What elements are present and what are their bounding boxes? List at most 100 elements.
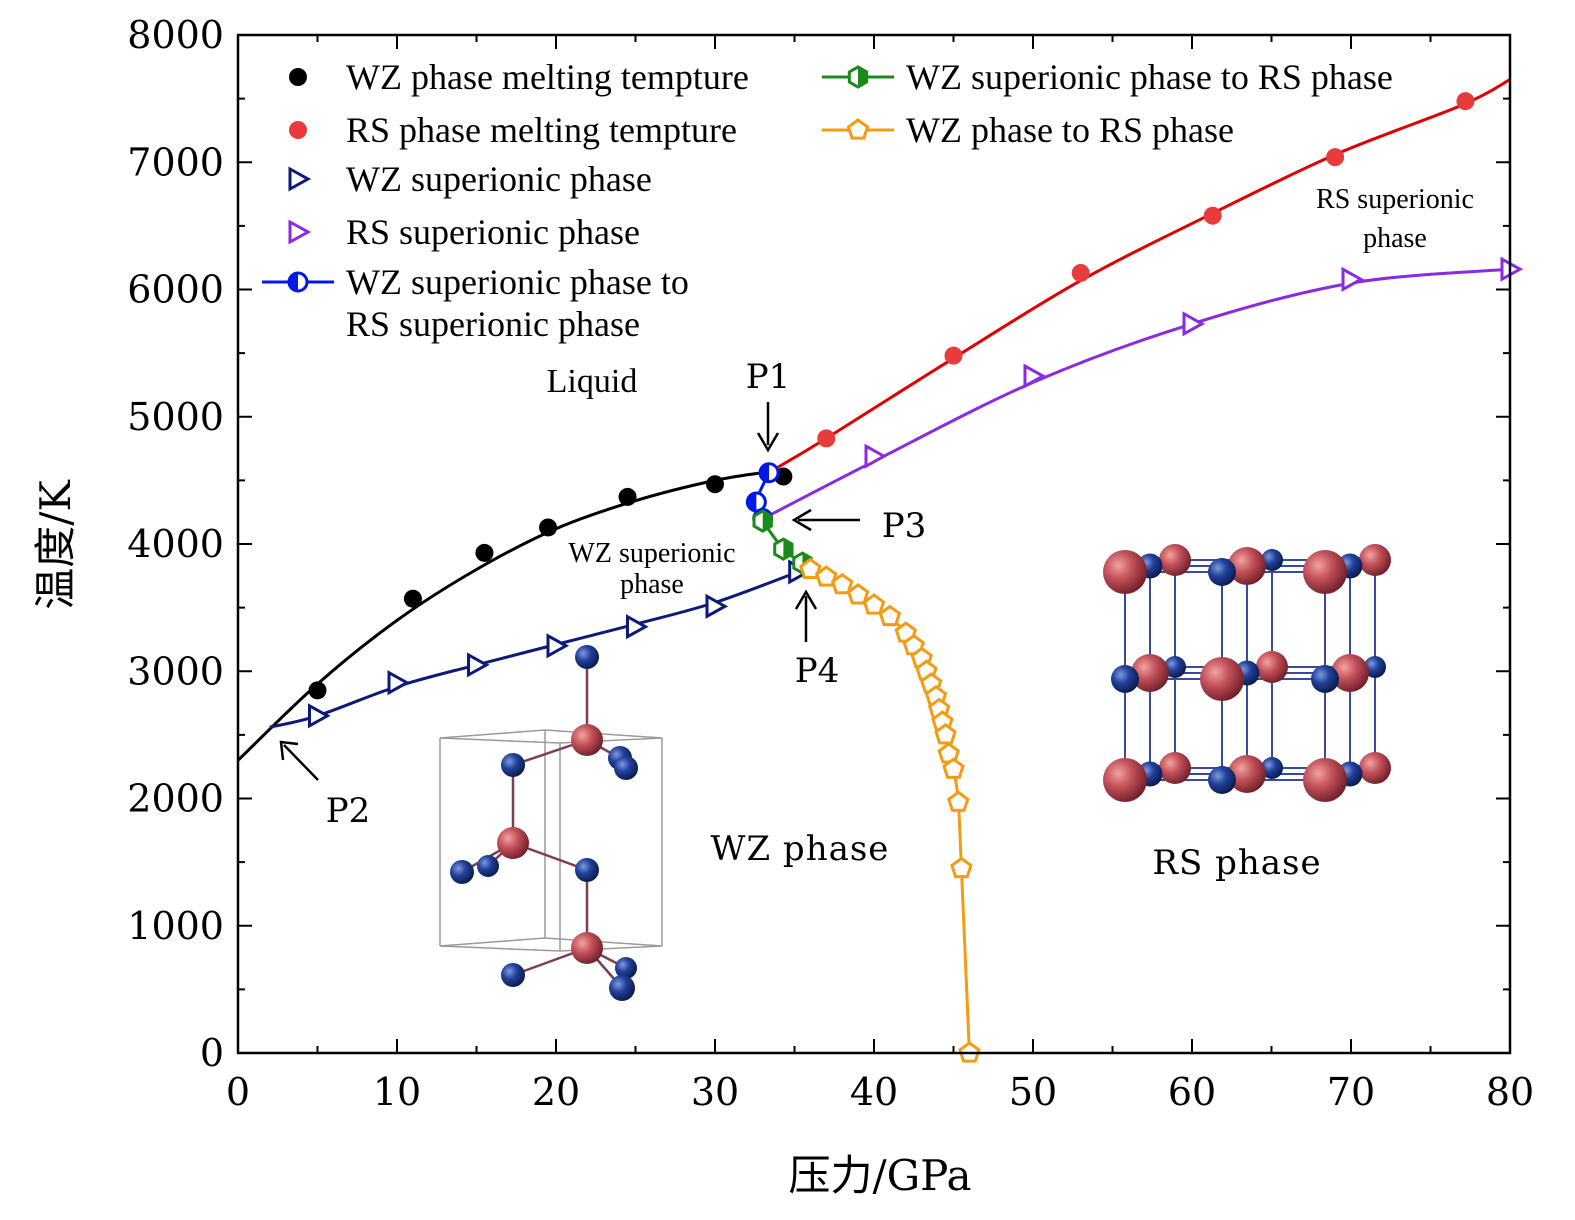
point-label-p2: P2: [326, 791, 371, 831]
y-tick-label-2: 2000: [127, 777, 224, 821]
y-axis-title: 温度/K: [31, 479, 80, 610]
arrow-p2: [279, 740, 319, 781]
point-wz_sup_rs-1: [773, 537, 794, 561]
point-wz_melt-3: [539, 518, 558, 537]
point-wz_rs-2: [830, 572, 854, 595]
point-label-p1: P1: [746, 357, 791, 397]
point-wz_melt-0: [308, 681, 327, 700]
x-tick-label-5: 50: [1009, 1070, 1057, 1114]
legend-marker-wz_sup_rs: [847, 65, 869, 89]
legend: WZ phase melting tempture RS phase meltin…: [262, 57, 1393, 344]
x-tick-label-8: 80: [1486, 1070, 1534, 1114]
series-wz_rs: [799, 557, 981, 1063]
arrow-p4: [794, 589, 818, 642]
point-wz_sup_rs-0: [752, 509, 773, 533]
point-rs_sup-0: [864, 443, 888, 469]
wz-structure-inset: [439, 645, 663, 1001]
x-tick-label-7: 70: [1327, 1070, 1375, 1114]
legend-marker-wz_rs: [846, 118, 870, 140]
arrow-p3: [791, 508, 860, 532]
curve-rs_sup: [769, 267, 1510, 517]
y-tick-label-3: 3000: [127, 649, 224, 693]
legend-label-wz_sup_rs_sup-0: WZ superionic phase to: [346, 262, 689, 302]
point-wz_sup_rs_sup-0: [758, 462, 780, 484]
point-wz_melt-1: [403, 589, 422, 608]
point-rs_sup-3: [1341, 266, 1365, 292]
legend-marker-rs_melt: [289, 121, 307, 139]
point-wz_melt-5: [706, 475, 724, 494]
point-rs_melt-4: [1326, 148, 1345, 167]
legend-label-wz_melt: WZ phase melting tempture: [346, 57, 749, 97]
y-tick-label-4: 4000: [127, 522, 224, 566]
legend-item-rs_sup: RS superionic phase: [288, 212, 640, 252]
legend-item-wz_melt: WZ phase melting tempture: [289, 57, 749, 97]
x-tick-label-3: 30: [691, 1070, 739, 1114]
legend-label-wz_sup: WZ superionic phase: [346, 159, 652, 199]
legend-item-wz_sup: WZ superionic phase: [288, 159, 652, 199]
point-rs_melt-3: [1203, 206, 1222, 225]
axis-ticks: 0 10 20 30 40 50 60 70 80 0 1000 2000 3000 4000 5000 60…: [127, 13, 1534, 1114]
region-label-wz-superionic-1: WZ superionic: [568, 538, 735, 569]
series-wz_sup: [308, 559, 811, 729]
y-tick-label-1: 1000: [127, 904, 224, 948]
series-rs_sup: [864, 256, 1524, 469]
region-label-rs-superionic-1: RS superionic: [1316, 184, 1474, 215]
data-markers: [308, 92, 1524, 1063]
y-tick-label-7: 7000: [127, 140, 224, 184]
point-wz_rs-16: [942, 757, 965, 779]
point-annotations: P1 P2 P3 P4: [279, 357, 926, 831]
point-wz_rs-3: [846, 583, 870, 605]
crystal-structure-insets: [439, 544, 1391, 1001]
point-wz_sup-3: [546, 633, 570, 659]
point-wz_sup-0: [308, 703, 331, 729]
series-wz_melt: [308, 467, 793, 700]
legend-label-wz_sup_rs_sup-1: RS superionic phase: [346, 304, 640, 344]
x-axis-title: 压力/GPa: [788, 1151, 971, 1200]
point-wz_melt-2: [475, 543, 494, 562]
arrow-p1: [756, 402, 780, 453]
region-label-rs-superionic-2: phase: [1363, 223, 1427, 254]
x-tick-label-1: 10: [373, 1070, 421, 1114]
region-label-liquid: Liquid: [547, 363, 638, 400]
curve-wz_rs: [801, 563, 971, 1053]
point-wz_rs-18: [950, 856, 973, 879]
legend-item-wz_rs: WZ phase to RS phase: [822, 110, 1234, 150]
y-tick-label-5: 5000: [127, 395, 224, 439]
point-rs_melt-0: [817, 429, 836, 448]
legend-label-wz_rs: WZ phase to RS phase: [906, 110, 1234, 150]
point-wz_rs-5: [878, 604, 902, 627]
point-wz_sup-1: [387, 670, 411, 696]
legend-marker-wz_sup_rs_sup: [287, 271, 309, 293]
point-wz_rs-4: [862, 593, 886, 615]
point-wz_sup-5: [705, 593, 729, 619]
point-wz_sup-2: [467, 652, 490, 678]
region-label-wz-phase: WZ phase: [711, 829, 890, 869]
point-wz_rs-0: [799, 557, 822, 580]
x-tick-label-2: 20: [532, 1070, 580, 1114]
legend-marker-wz_sup: [288, 166, 312, 192]
x-tick-label-0: 0: [226, 1070, 250, 1114]
curve-wz_sup: [269, 570, 799, 729]
region-label-wz-superionic-2: phase: [620, 569, 684, 600]
point-rs_melt-5: [1456, 92, 1475, 111]
y-tick-label-0: 0: [200, 1031, 224, 1075]
point-rs_melt-2: [1071, 263, 1090, 282]
x-tick-label-4: 40: [850, 1070, 898, 1114]
legend-marker-wz_melt: [289, 68, 307, 86]
point-wz_rs-1: [815, 565, 838, 587]
point-wz_sup-4: [626, 614, 649, 640]
point-wz_melt-4: [618, 487, 637, 506]
rs-structure-inset: [1103, 544, 1391, 802]
region-label-rs-phase: RS phase: [1152, 843, 1321, 883]
curve-rs_melt: [769, 78, 1510, 473]
point-rs_sup-1: [1023, 363, 1047, 389]
series-rs_melt: [817, 92, 1475, 448]
y-tick-label-8: 8000: [127, 13, 224, 57]
point-wz_rs-17: [946, 790, 970, 812]
legend-label-rs_melt: RS phase melting tempture: [346, 110, 737, 150]
point-rs_melt-1: [944, 346, 963, 365]
region-labels: Liquid WZ superionic phase RS superionic…: [547, 184, 1474, 883]
legend-item-rs_melt: RS phase melting tempture: [289, 110, 737, 150]
legend-label-wz_sup_rs: WZ superionic phase to RS phase: [906, 57, 1393, 97]
